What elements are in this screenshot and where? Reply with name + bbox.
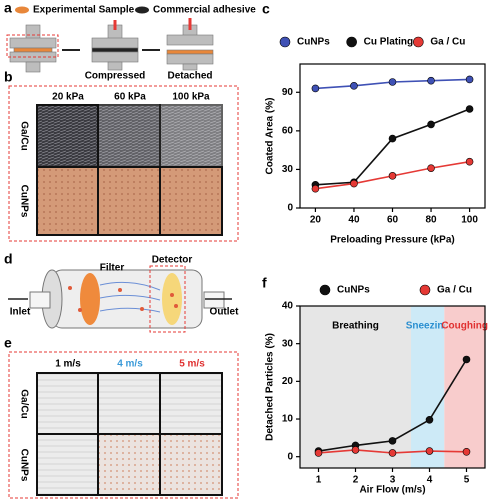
data-point xyxy=(427,76,435,85)
legend-text: CuNPs xyxy=(297,37,330,48)
y-tick-label: 0 xyxy=(287,451,293,462)
row-label: CuNPs xyxy=(18,449,29,482)
data-point xyxy=(388,172,397,180)
part-label: Detector xyxy=(152,255,193,266)
x-tick-label: 2 xyxy=(353,475,359,486)
part-label: Inlet xyxy=(10,307,31,318)
legend-text: Ga / Cu xyxy=(437,285,472,296)
legend-text: Experimental Sample xyxy=(33,5,135,16)
y-tick-label: 10 xyxy=(282,414,294,425)
x-tick-label: 5 xyxy=(464,475,470,486)
panel-label: a xyxy=(4,0,12,16)
column-label: 100 kPa xyxy=(172,92,210,103)
photo-grid xyxy=(36,372,223,496)
legend-icon xyxy=(15,6,29,14)
plot-frame xyxy=(299,63,486,209)
x-tick-label: 60 xyxy=(387,215,399,226)
y-tick-label: 0 xyxy=(287,203,293,214)
legend-text: CuNPs xyxy=(337,285,370,296)
x-tick-label: 80 xyxy=(425,215,437,226)
legend-marker xyxy=(319,284,331,296)
region-label: Coughing xyxy=(441,321,488,332)
step-label: Compressed xyxy=(85,71,146,82)
row-label: CuNPs xyxy=(18,185,29,218)
panel-label: d xyxy=(4,251,13,267)
photo-grid xyxy=(36,104,223,236)
data-point xyxy=(351,446,360,454)
data-point xyxy=(465,105,474,113)
legend-marker xyxy=(279,36,291,48)
column-label: 5 m/s xyxy=(179,359,205,370)
y-tick-label: 90 xyxy=(282,87,294,98)
y-tick-label: 60 xyxy=(282,125,294,136)
device-3 xyxy=(166,24,214,71)
plot-frame xyxy=(299,305,486,469)
legend-icon xyxy=(135,6,149,14)
data-point xyxy=(388,134,397,143)
frame xyxy=(8,85,239,242)
panel-label: b xyxy=(4,69,13,85)
y-axis-label: Detached Particles (%) xyxy=(265,333,276,441)
frame xyxy=(8,351,239,499)
region xyxy=(444,306,485,468)
y-axis-label: Coated Area (%) xyxy=(265,98,276,175)
data-point xyxy=(427,164,435,172)
y-tick-label: 40 xyxy=(282,301,294,312)
panel-label: e xyxy=(4,335,12,351)
data-point xyxy=(388,449,397,457)
data-point xyxy=(350,179,358,188)
row-label: Ga/Cu xyxy=(18,389,29,418)
x-tick-label: 4 xyxy=(427,475,433,486)
data-point xyxy=(388,437,397,445)
column-label: 1 m/s xyxy=(55,359,81,370)
legend-text: Ga / Cu xyxy=(430,37,465,48)
data-point xyxy=(350,82,358,90)
region-label: Sneezing xyxy=(406,321,450,332)
legend-text: Commercial adhesive xyxy=(153,5,256,16)
device-2 xyxy=(91,24,139,71)
filter-diagram xyxy=(8,265,232,333)
panel-label: c xyxy=(262,1,270,17)
data-point xyxy=(425,447,434,455)
column-label: 20 kPa xyxy=(52,92,84,103)
legend-marker xyxy=(419,284,431,296)
data-point xyxy=(462,447,471,456)
data-point xyxy=(427,120,435,129)
legend-text: Cu Plating xyxy=(364,37,413,48)
part-label: Outlet xyxy=(210,307,240,318)
data-point xyxy=(465,157,474,166)
x-tick-label: 20 xyxy=(310,215,322,226)
column-label: 60 kPa xyxy=(114,92,146,103)
step-label: Detached xyxy=(167,71,212,82)
data-point xyxy=(465,75,474,84)
data-point xyxy=(425,415,434,424)
region xyxy=(411,306,445,468)
x-tick-label: 40 xyxy=(348,215,360,226)
data-point xyxy=(462,355,471,364)
data-point xyxy=(388,78,397,86)
legend-marker xyxy=(346,36,357,48)
x-axis-label: Preloading Pressure (kPa) xyxy=(330,235,455,246)
x-tick-label: 3 xyxy=(390,475,396,486)
data-point xyxy=(314,449,323,457)
x-tick-label: 100 xyxy=(461,215,478,226)
data-point xyxy=(311,184,320,193)
region-label: Breathing xyxy=(332,321,379,332)
legend-marker xyxy=(413,36,424,48)
y-tick-label: 30 xyxy=(282,338,294,349)
row-label: Ga/Cu xyxy=(18,121,29,150)
device-1 xyxy=(9,24,57,73)
part-label: Filter xyxy=(100,263,125,274)
x-axis-label: Air Flow (m/s) xyxy=(359,485,425,496)
panel-label: f xyxy=(262,275,267,291)
column-label: 4 m/s xyxy=(117,359,143,370)
y-tick-label: 30 xyxy=(282,164,294,175)
x-tick-label: 1 xyxy=(316,475,322,486)
y-tick-label: 20 xyxy=(282,376,294,387)
data-point xyxy=(311,84,320,93)
highlight xyxy=(6,34,59,58)
